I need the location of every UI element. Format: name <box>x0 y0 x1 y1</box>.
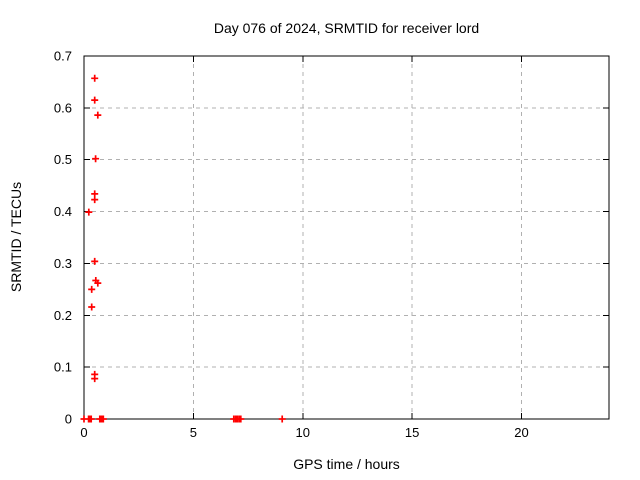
chart-title: Day 076 of 2024, SRMTID for receiver lor… <box>213 20 480 36</box>
x-tick-label: 20 <box>514 425 528 440</box>
grid-lines <box>84 56 609 419</box>
y-tick-label: 0.5 <box>54 152 72 167</box>
y-tick-label: 0 <box>65 412 72 427</box>
y-tick-label: 0.7 <box>54 49 72 64</box>
y-tick-label: 0.2 <box>54 308 72 323</box>
x-tick-label: 0 <box>80 425 87 440</box>
y-tick-label: 0.1 <box>54 360 72 375</box>
border-box <box>83 55 610 420</box>
y-tick-label: 0.4 <box>54 204 72 219</box>
tick-labels: 0 5 10 15 20 0 0.1 0.2 0.3 0.4 0.5 0.6 0.7 <box>54 49 529 441</box>
axis-ticks <box>83 55 609 420</box>
y-tick-label: 0.3 <box>54 256 72 271</box>
plot-border <box>83 55 610 420</box>
scatter-points <box>80 74 286 423</box>
y-axis-label: SRMTID / TECUs <box>8 181 24 293</box>
x-tick-label: 15 <box>405 425 419 440</box>
x-tick-label: 10 <box>296 425 310 440</box>
y-tick-label: 0.6 <box>54 100 72 115</box>
x-tick-label: 5 <box>190 425 197 440</box>
x-axis-label: GPS time / hours <box>293 456 400 472</box>
data-markers <box>80 74 286 423</box>
